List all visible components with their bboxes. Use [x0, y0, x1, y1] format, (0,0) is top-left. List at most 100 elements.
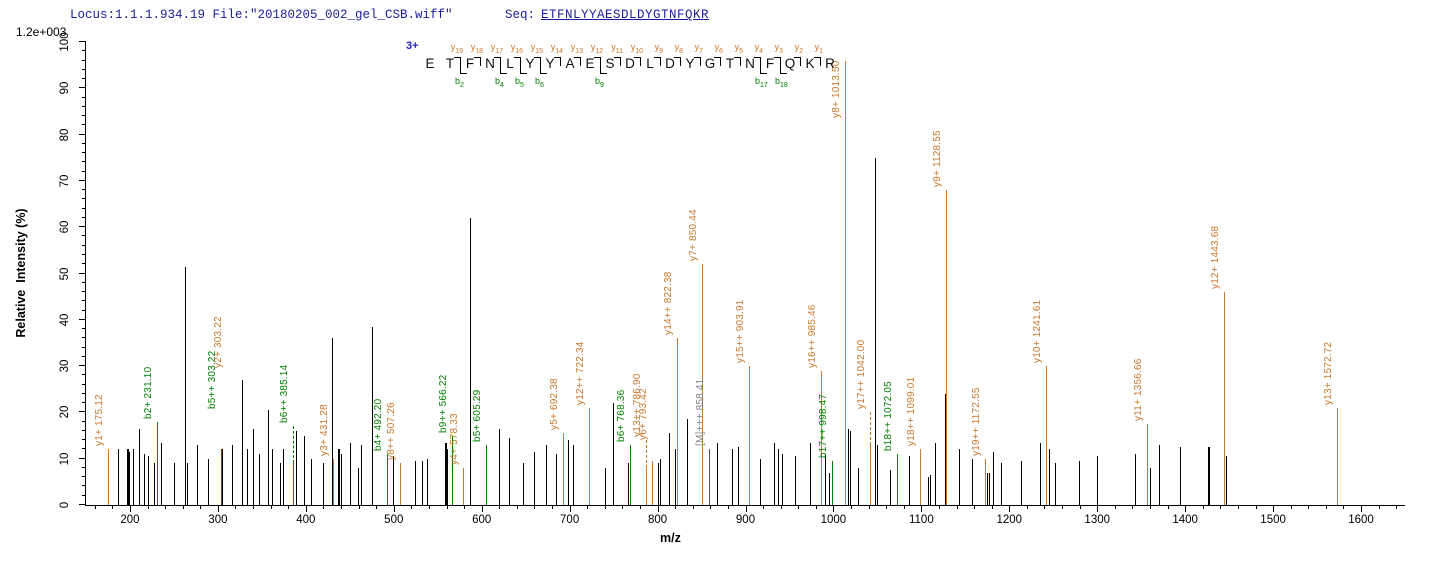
- y-ion-peak: [562, 433, 564, 505]
- x-axis-tick-label: 300: [208, 514, 228, 526]
- unassigned-peak: [567, 440, 569, 505]
- y-axis-minor-tick: [82, 105, 86, 107]
- residue-letter: D: [665, 56, 675, 71]
- y-axis-minor-tick: [82, 68, 86, 70]
- y-axis-minor-tick: [82, 439, 86, 441]
- x-axis-minor-tick: [903, 505, 905, 509]
- residue-letter: N: [745, 56, 755, 71]
- b-ion-label: b6: [535, 76, 544, 89]
- y-axis-major-tick: [79, 87, 86, 89]
- unassigned-peak: [138, 428, 140, 505]
- y-ion-peak: [1337, 407, 1339, 505]
- x-axis-minor-tick: [974, 505, 976, 509]
- y-axis-minor-tick: [82, 207, 86, 209]
- peak-label-text: y13+ 1572.72: [1323, 341, 1335, 405]
- x-axis-minor-tick: [727, 505, 729, 509]
- unassigned-peak: [414, 461, 416, 505]
- residue-letter: E: [585, 56, 595, 71]
- y-ion-label: y2: [794, 42, 803, 55]
- y-fragment-mark: [594, 57, 601, 66]
- y-axis-major-tick: [79, 179, 86, 181]
- b-fragment-mark: [540, 65, 547, 74]
- y-axis-minor-tick: [82, 281, 86, 283]
- unassigned-peak: [1135, 454, 1137, 505]
- x-axis-minor-tick: [587, 505, 589, 509]
- b-fragment-mark: [600, 65, 607, 74]
- unassigned-peak: [660, 458, 662, 505]
- x-axis-major-tick: [921, 505, 923, 512]
- seq-value: ETFNLYYAESDLDYGTNFQKR: [541, 8, 710, 22]
- x-axis-minor-tick: [1114, 505, 1116, 509]
- y-ion-label: y18: [470, 42, 483, 55]
- unassigned-peak: [573, 444, 575, 505]
- y-axis-minor-tick: [82, 244, 86, 246]
- b-ion-peak: [157, 421, 159, 505]
- peak-label-text: b4+ 492.20: [372, 398, 384, 452]
- label-leader-line: [292, 426, 294, 464]
- x-axis-title: m/z: [660, 531, 681, 545]
- y-ion-label: y15: [530, 42, 543, 55]
- y-ion-label: y11: [611, 42, 623, 55]
- x-axis-minor-tick: [1167, 505, 1169, 509]
- x-axis-minor-tick: [1396, 505, 1398, 509]
- y-axis-minor-tick: [82, 115, 86, 117]
- unassigned-peak: [930, 474, 932, 505]
- unassigned-peak: [717, 442, 719, 505]
- y-ion-label: y16: [510, 42, 523, 55]
- x-axis-tick-label: 200: [120, 514, 140, 526]
- y-ion-label: y19: [450, 42, 463, 55]
- x-axis-minor-tick: [200, 505, 202, 509]
- peak-label-text: y16++ 985.46: [806, 304, 818, 368]
- b-ion-peak: [896, 454, 898, 505]
- y-fragment-mark: [814, 57, 821, 66]
- unassigned-peak: [987, 472, 989, 505]
- y-ion-label: y9: [654, 42, 663, 55]
- y-ion-label: y13: [570, 42, 583, 55]
- x-axis-minor-tick: [1026, 505, 1028, 509]
- y-fragment-mark: [754, 57, 761, 66]
- y-axis-minor-tick: [82, 198, 86, 200]
- residue-letter: Q: [784, 56, 796, 71]
- unassigned-peak: [1158, 444, 1160, 505]
- b-ion-label: b5: [515, 76, 524, 89]
- unassigned-peak: [132, 449, 134, 505]
- residue-letter: L: [506, 56, 514, 71]
- unassigned-peak: [909, 456, 911, 505]
- y-fragment-mark: [454, 57, 461, 66]
- unassigned-peak: [311, 458, 313, 505]
- unassigned-peak: [129, 451, 131, 505]
- y-axis-minor-tick: [82, 309, 86, 311]
- unassigned-peak: [304, 435, 306, 505]
- b-ion-peak: [292, 463, 294, 505]
- y-axis-tick-label-text: 70: [59, 174, 71, 188]
- y-ion-peak: [985, 458, 987, 505]
- y-axis-minor-tick: [82, 253, 86, 255]
- y-axis-tick-label-text: 30: [59, 359, 71, 373]
- unassigned-peak: [231, 444, 233, 505]
- y-fragment-mark: [714, 57, 721, 66]
- y-ion-peak: [589, 407, 591, 505]
- y-fragment-mark: [494, 57, 501, 66]
- unassigned-peak: [322, 463, 324, 505]
- x-axis-minor-tick: [1079, 505, 1081, 509]
- y-fragment-mark: [794, 57, 801, 66]
- y-axis-tick-label-text: 20: [59, 406, 71, 419]
- unassigned-peak: [604, 467, 606, 505]
- unassigned-peak: [173, 463, 175, 505]
- residue-letter: E: [425, 56, 435, 71]
- x-axis-minor-tick: [1255, 505, 1257, 509]
- x-axis-minor-tick: [1149, 505, 1151, 509]
- x-axis-minor-tick: [886, 505, 888, 509]
- spectrum-plot-area[interactable]: y1+ 175.12 b2+ 231.10 b5++ 303.22 y2+ 303.2…: [59, 32, 1405, 526]
- y-fragment-mark: [654, 57, 661, 66]
- x-axis-minor-tick: [956, 505, 958, 509]
- unassigned-peak: [1048, 449, 1050, 505]
- x-axis-major-tick: [217, 505, 219, 512]
- residue-letter: F: [765, 56, 775, 71]
- y-ion-peak: [920, 449, 922, 505]
- x-axis-major-tick: [1361, 505, 1363, 512]
- y-axis-tick-label-text: 40: [59, 313, 71, 327]
- unassigned-peak: [858, 467, 860, 505]
- y-axis-major-tick: [79, 318, 86, 320]
